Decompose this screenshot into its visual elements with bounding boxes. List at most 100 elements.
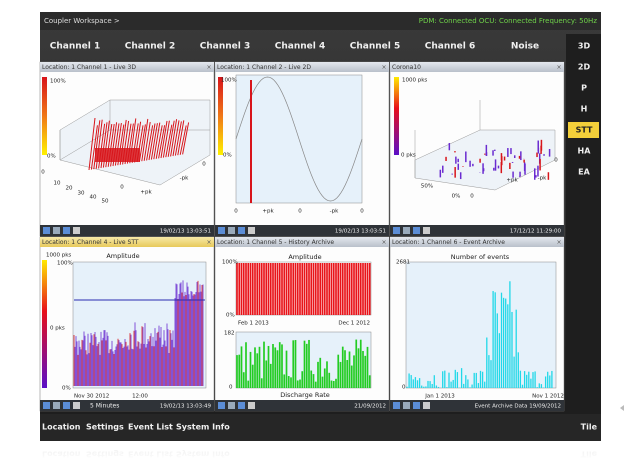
plot-bar bbox=[141, 118, 149, 162]
toolbar-icon[interactable] bbox=[73, 227, 80, 234]
plot-bar bbox=[172, 120, 180, 157]
panel-toolbar bbox=[390, 400, 564, 411]
panel-toolbar bbox=[390, 225, 564, 236]
panel-close[interactable]: × bbox=[381, 239, 386, 246]
channel-tab[interactable]: Channel 6 bbox=[425, 42, 475, 52]
plot-label: Nov 1 2012 bbox=[532, 394, 564, 400]
toolbar-dropdown[interactable]: 5 Minutes bbox=[90, 403, 119, 410]
panel-title-bar bbox=[40, 62, 214, 72]
toolbar-icon[interactable] bbox=[238, 227, 245, 234]
plot-label: 0 pks bbox=[401, 153, 416, 159]
plot-label: 100% bbox=[57, 261, 73, 267]
toolbar-icon[interactable] bbox=[73, 402, 80, 409]
toolbar-icon[interactable] bbox=[403, 402, 410, 409]
plot-label: 0 pks bbox=[50, 326, 65, 332]
side-button[interactable]: P bbox=[581, 84, 587, 93]
plot-bar bbox=[179, 125, 187, 155]
toolbar-icon[interactable] bbox=[248, 402, 255, 409]
side-button[interactable]: 3D bbox=[578, 42, 591, 51]
plot-bar bbox=[138, 124, 146, 162]
plot-bar bbox=[165, 124, 173, 158]
channel-tab[interactable]: Channel 2 bbox=[125, 42, 175, 52]
plot-bar bbox=[146, 125, 154, 161]
panel-close[interactable]: × bbox=[556, 64, 561, 71]
panel: Corona10 × 17/12/12 11:29:00 1000 pks 0 pks 5… bbox=[389, 61, 565, 237]
toolbar-icon[interactable] bbox=[423, 402, 430, 409]
side-button[interactable]: EA bbox=[578, 168, 590, 177]
plot-label: -pk bbox=[330, 209, 339, 215]
tile-button[interactable]: Tile bbox=[581, 423, 598, 432]
channel-tab[interactable]: Channel 3 bbox=[200, 42, 250, 52]
color-scale bbox=[218, 77, 223, 155]
toolbar-icon[interactable] bbox=[218, 227, 225, 234]
plot-area bbox=[235, 261, 372, 316]
reflection-fade bbox=[0, 443, 625, 461]
panel-toolbar bbox=[40, 225, 214, 236]
toolbar-icon[interactable] bbox=[63, 402, 70, 409]
plot-label: -pk bbox=[538, 176, 547, 182]
channel-tab[interactable]: Channel 1 bbox=[50, 42, 100, 52]
panel-close[interactable]: × bbox=[381, 64, 386, 71]
plot-label: 0% bbox=[223, 153, 232, 159]
plot-label: Nov 30 2012 bbox=[74, 394, 109, 400]
toolbar-icon[interactable] bbox=[248, 227, 255, 234]
toolbar-icon[interactable] bbox=[413, 402, 420, 409]
breadcrumb[interactable]: Coupler Workspace > bbox=[44, 17, 120, 25]
plot-label: 0 bbox=[120, 185, 124, 191]
toolbar-icon[interactable] bbox=[238, 402, 245, 409]
side-button-bg bbox=[568, 122, 599, 138]
toolbar-icon[interactable] bbox=[43, 227, 50, 234]
toolbar-icon[interactable] bbox=[403, 227, 410, 234]
plot-bar bbox=[93, 120, 101, 170]
plot-label: +pk bbox=[140, 190, 152, 196]
plot-label: Discharge Rate bbox=[280, 391, 330, 399]
panel-title-bar bbox=[215, 237, 389, 247]
plot-bar bbox=[158, 125, 166, 159]
toolbar-icon[interactable] bbox=[218, 402, 225, 409]
menu-item[interactable]: Event List bbox=[128, 423, 173, 432]
panel-close[interactable]: × bbox=[206, 64, 211, 71]
toolbar-icon[interactable] bbox=[393, 402, 400, 409]
toolbar-icon[interactable] bbox=[63, 227, 70, 234]
side-button[interactable]: STT bbox=[576, 126, 593, 135]
panel-close[interactable]: × bbox=[556, 239, 561, 246]
toolbar-icon[interactable] bbox=[228, 402, 235, 409]
plot-label: 0% bbox=[452, 194, 461, 200]
toolbar-icon[interactable] bbox=[423, 227, 430, 234]
plot-label: Dec 1 2012 bbox=[338, 321, 370, 327]
plot-label: 0 bbox=[470, 194, 474, 200]
menu-item[interactable]: Settings bbox=[86, 423, 124, 432]
plot-label: Feb 1 2013 bbox=[238, 321, 269, 327]
toolbar-icon[interactable] bbox=[53, 227, 60, 234]
plot-label: 2681 bbox=[396, 260, 410, 266]
toolbar-icon[interactable] bbox=[53, 402, 60, 409]
plot-bar bbox=[153, 122, 161, 160]
scroll-arrow[interactable] bbox=[620, 405, 624, 411]
side-button[interactable]: 2D bbox=[578, 63, 591, 72]
toolbar-icon[interactable] bbox=[228, 227, 235, 234]
toolbar-icon[interactable] bbox=[43, 402, 50, 409]
side-button[interactable]: H bbox=[581, 105, 588, 114]
plot-frame bbox=[414, 100, 556, 191]
panel: Location: 1 Channel 1 - Live 3D × 19/02/13… bbox=[39, 61, 215, 237]
panel-title: Location: 1 Channel 4 - Live STT bbox=[42, 239, 139, 246]
panel-close[interactable]: × bbox=[206, 239, 211, 246]
sidebar bbox=[566, 34, 601, 414]
menu-item[interactable]: Location bbox=[42, 423, 81, 432]
toolbar-icon[interactable] bbox=[413, 227, 420, 234]
status: PDM: Connected OCU: Connected Frequency:… bbox=[419, 17, 598, 25]
sine-curve bbox=[235, 76, 363, 202]
menu-item[interactable]: System Info bbox=[176, 423, 230, 432]
plot-label: 50% bbox=[421, 184, 433, 190]
toolbar-icon[interactable] bbox=[393, 227, 400, 234]
side-button[interactable]: HA bbox=[578, 147, 592, 156]
channel-tab[interactable]: Channel 4 bbox=[275, 42, 325, 52]
plot bbox=[42, 77, 211, 186]
plot bbox=[405, 261, 557, 389]
plot-label: 1000 pks bbox=[402, 78, 427, 84]
color-scale bbox=[42, 77, 47, 155]
channel-tab[interactable]: Noise bbox=[511, 42, 539, 52]
channel-tab[interactable]: Channel 5 bbox=[350, 42, 400, 52]
plot-label: Amplitude bbox=[288, 253, 321, 261]
panel-title: Location: 1 Channel 5 - History Archive bbox=[217, 239, 334, 246]
